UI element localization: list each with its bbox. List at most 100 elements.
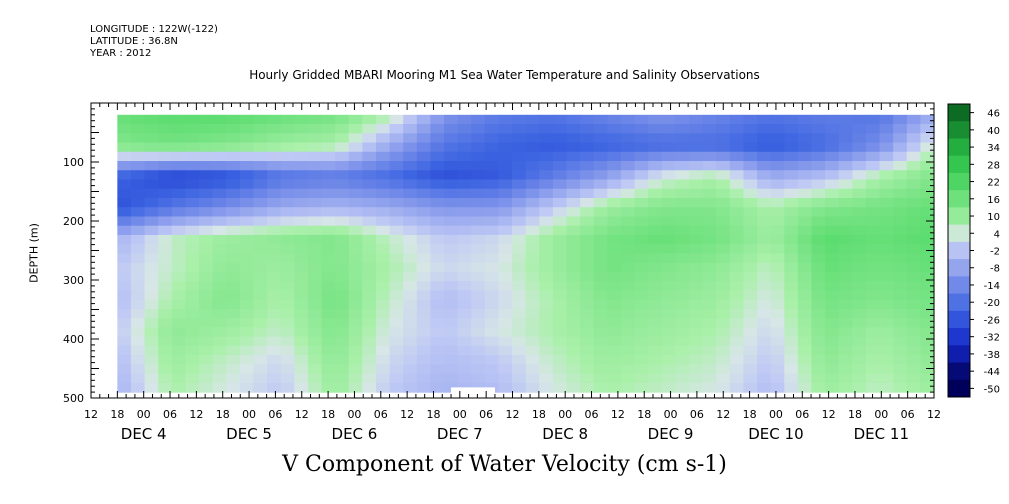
heatmap-cell	[838, 290, 853, 301]
heatmap-cell	[893, 188, 908, 199]
heatmap-cell	[199, 318, 214, 328]
y-tick-label: 100	[63, 156, 84, 169]
heatmap-cell	[403, 151, 418, 162]
heatmap-cell	[512, 142, 527, 153]
heatmap-cell	[634, 373, 649, 384]
heatmap-cell	[389, 244, 404, 255]
heatmap-cell	[593, 244, 608, 255]
heatmap-cell	[212, 271, 227, 282]
heatmap-cell	[784, 327, 799, 338]
heatmap-cell	[811, 382, 826, 393]
heatmap-cell	[471, 373, 486, 384]
heatmap-cell	[444, 225, 459, 236]
heatmap-cell	[716, 327, 731, 338]
heatmap-cell	[689, 373, 704, 384]
heatmap-cell	[825, 290, 840, 301]
heatmap-cell	[675, 308, 690, 319]
heatmap-cell	[457, 188, 472, 199]
heatmap-cell	[185, 216, 200, 227]
heatmap-cell	[280, 308, 295, 319]
heatmap-cell	[403, 355, 418, 365]
heatmap-cell	[199, 382, 214, 393]
heatmap-cell	[607, 170, 622, 181]
heatmap-cell	[825, 207, 840, 218]
heatmap-cell	[634, 216, 649, 227]
heatmap-cell	[430, 299, 445, 310]
heatmap-cell	[348, 299, 363, 310]
heatmap-cell	[457, 244, 472, 255]
heatmap-cell	[716, 161, 731, 171]
heatmap-cell	[512, 299, 527, 310]
heatmap-cell	[852, 114, 867, 125]
heatmap-cell	[920, 318, 935, 328]
heatmap-cell	[675, 253, 690, 264]
heatmap-cell	[171, 364, 186, 375]
colorbar-segment	[948, 138, 970, 157]
heatmap-cell	[552, 262, 568, 273]
heatmap-cell	[280, 290, 295, 301]
heatmap-cell	[729, 290, 745, 301]
heatmap-cell	[117, 133, 132, 144]
heatmap-cell	[893, 271, 908, 282]
heatmap-cell	[539, 318, 554, 328]
heatmap-cell	[770, 327, 785, 338]
heatmap-cell	[484, 308, 500, 319]
heatmap-cell	[661, 170, 676, 181]
heatmap-cell	[457, 262, 472, 273]
heatmap-cell	[879, 345, 894, 356]
heatmap-cell	[797, 336, 813, 347]
heatmap-cell	[471, 290, 486, 301]
heatmap-cell	[757, 197, 772, 208]
heatmap-cell	[512, 271, 527, 282]
heatmap-cell	[716, 373, 731, 384]
heatmap-cell	[185, 170, 200, 181]
heatmap-cell	[130, 318, 146, 328]
heatmap-cell	[757, 290, 772, 301]
heatmap-cell	[552, 373, 568, 384]
x-hour-tick-label: 00	[242, 408, 256, 421]
heatmap-cell	[757, 244, 772, 255]
heatmap-cell	[280, 207, 295, 218]
heatmap-cell	[321, 308, 336, 319]
heatmap-cell	[199, 142, 214, 153]
heatmap-cell	[879, 188, 894, 199]
heatmap-cell	[199, 197, 214, 208]
heatmap-cell	[566, 318, 581, 328]
heatmap-cell	[539, 161, 554, 171]
heatmap-cell	[130, 124, 146, 134]
heatmap-cell	[784, 355, 799, 365]
heatmap-cell	[280, 364, 295, 375]
heatmap-cell	[879, 373, 894, 384]
heatmap-cell	[838, 318, 853, 328]
heatmap-cell	[825, 382, 840, 393]
heatmap-cell	[770, 188, 785, 199]
heatmap-cell	[484, 290, 500, 301]
heatmap-cell	[130, 225, 146, 236]
heatmap-cell	[253, 244, 268, 255]
heatmap-cell	[416, 336, 431, 347]
heatmap-cell	[593, 373, 608, 384]
heatmap-cell	[566, 133, 581, 144]
heatmap-cell	[294, 382, 309, 393]
heatmap-cell	[348, 179, 363, 190]
heatmap-cell	[661, 124, 676, 134]
heatmap-cell	[348, 161, 363, 171]
heatmap-cell	[430, 142, 445, 153]
heatmap-cell	[675, 225, 690, 236]
heatmap-cell	[634, 355, 649, 365]
heatmap-cell	[566, 216, 581, 227]
heatmap-cell	[879, 234, 894, 245]
heatmap-cell	[158, 299, 173, 310]
heatmap-cell	[416, 234, 431, 245]
x-hour-tick-label: 06	[690, 408, 704, 421]
heatmap-cell	[838, 253, 853, 264]
heatmap-cell	[457, 308, 472, 319]
heatmap-cell	[620, 133, 636, 144]
heatmap-cell	[620, 373, 636, 384]
heatmap-cell	[825, 197, 840, 208]
heatmap-cell	[253, 188, 268, 199]
heatmap-cell	[811, 170, 826, 181]
heatmap-cell	[661, 299, 676, 310]
heatmap-cell	[362, 170, 377, 181]
colorbar-label: 10	[987, 212, 1000, 223]
